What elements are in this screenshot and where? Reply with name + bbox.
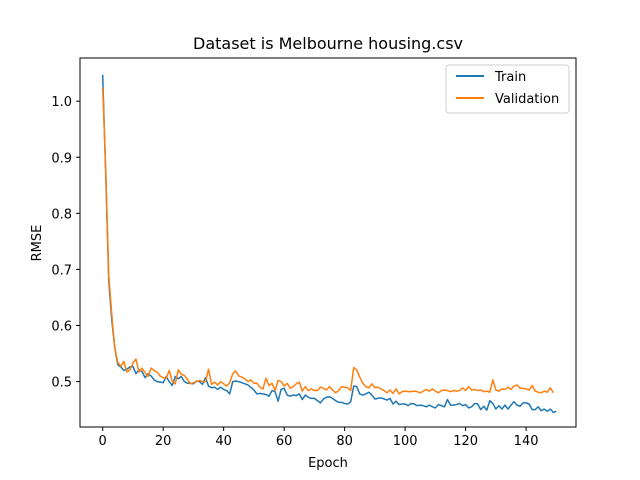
x-tick-label: 40 bbox=[215, 434, 232, 449]
series-line-validation bbox=[101, 87, 554, 395]
y-tick-label: 0.8 bbox=[51, 207, 72, 222]
x-tick-label: 120 bbox=[453, 434, 478, 449]
x-tick-label: 100 bbox=[393, 434, 418, 449]
y-axis-label: RMSE bbox=[30, 225, 45, 262]
x-axis-label: Epoch bbox=[308, 456, 348, 471]
x-tick-label: 140 bbox=[514, 434, 539, 449]
y-axis-ticks: 0.5 0.6 0.7 0.8 0.9 1.0 bbox=[51, 95, 80, 391]
legend-label-train: Train bbox=[494, 70, 526, 85]
y-tick-label: 0.9 bbox=[51, 151, 72, 166]
x-tick-label: 20 bbox=[155, 434, 172, 449]
y-tick-label: 1.0 bbox=[51, 95, 72, 110]
x-tick-label: 80 bbox=[336, 434, 353, 449]
legend: Train Validation bbox=[445, 64, 570, 114]
series-layer bbox=[101, 74, 557, 414]
x-tick-label: 0 bbox=[99, 434, 107, 449]
chart-title: Dataset is Melbourne housing.csv bbox=[193, 34, 463, 53]
y-tick-label: 0.7 bbox=[51, 263, 72, 278]
plot-area bbox=[80, 58, 576, 427]
x-axis-ticks: 0 20 40 60 80 100 120 140 bbox=[99, 427, 539, 449]
x-tick-label: 60 bbox=[276, 434, 293, 449]
y-tick-label: 0.6 bbox=[51, 319, 72, 334]
legend-label-validation: Validation bbox=[495, 92, 559, 107]
series-line-train bbox=[101, 74, 557, 414]
y-tick-label: 0.5 bbox=[51, 376, 72, 391]
plot-frame bbox=[79, 57, 577, 428]
